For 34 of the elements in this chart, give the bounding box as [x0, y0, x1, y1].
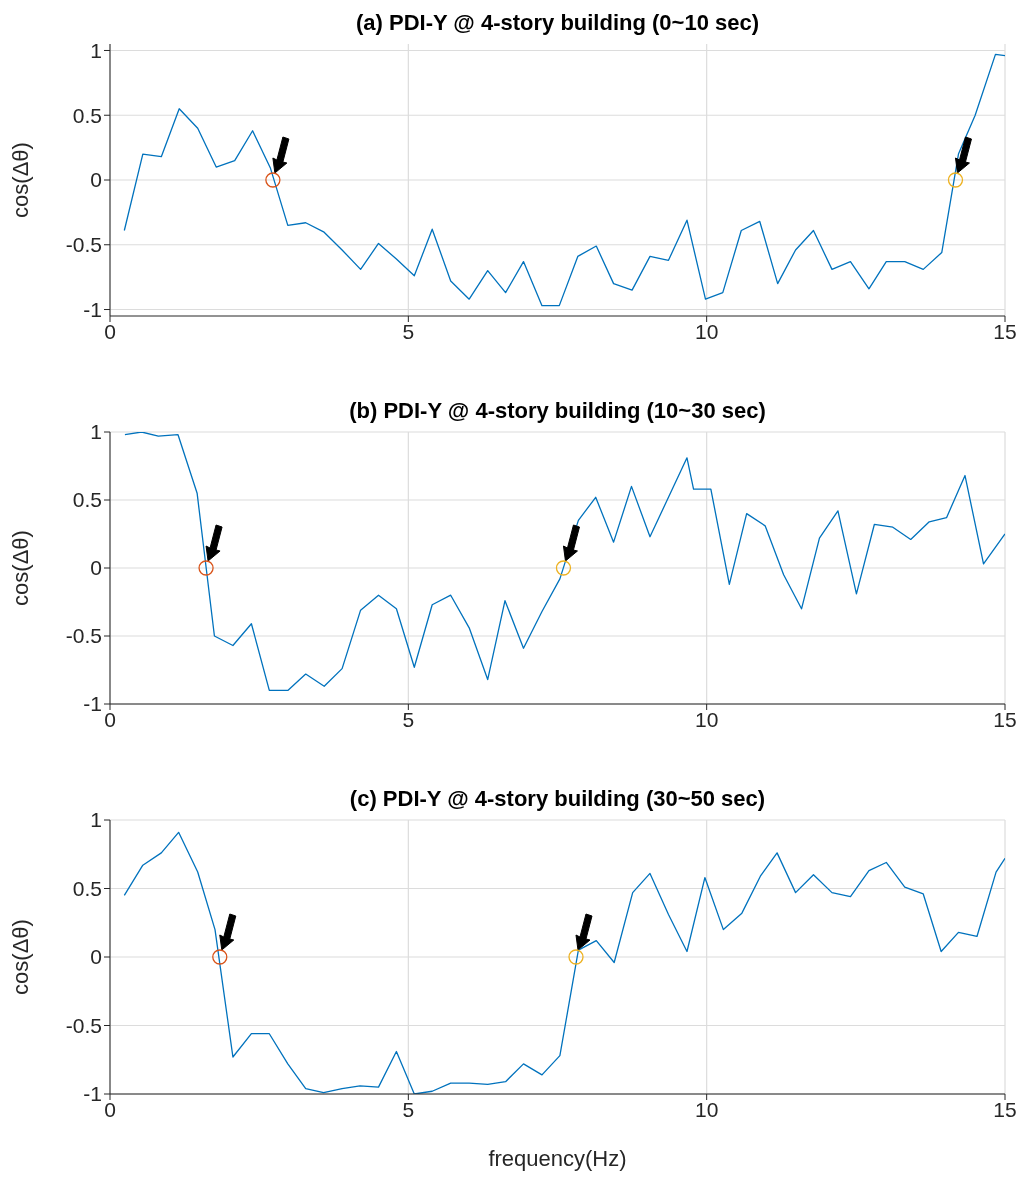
- y-axis-title: cos(Δθ): [7, 142, 33, 218]
- y-tick-label: -1: [83, 1082, 102, 1106]
- y-tick-label: 0.5: [72, 876, 102, 900]
- y-tick-label: 1: [90, 420, 102, 444]
- y-axis-title: cos(Δθ): [7, 919, 33, 995]
- line-series: [124, 432, 1005, 692]
- x-tick-label: 5: [402, 319, 415, 343]
- y-tick-label: 1: [90, 808, 102, 832]
- x-tick-label: 10: [694, 319, 719, 343]
- y-tick-label: 0.5: [72, 488, 102, 512]
- x-tick-label: 15: [993, 1097, 1017, 1121]
- chart-title: (a) PDI-Y @ 4-story building (0~10 sec): [354, 10, 761, 36]
- chart-title: (c) PDI-Y @ 4-story building (30~50 sec): [348, 786, 767, 812]
- y-tick-label: -1: [83, 297, 102, 321]
- y-tick-label: 0: [90, 556, 102, 580]
- y-axis-title: cos(Δθ): [7, 530, 33, 606]
- line-series: [123, 831, 1005, 1094]
- y-tick-label: -0.5: [65, 233, 102, 257]
- y-tick-label: 0: [90, 168, 102, 192]
- y-tick-label: 0.5: [72, 103, 102, 127]
- x-tick-label: 15: [993, 319, 1017, 343]
- chart-title: (b) PDI-Y @ 4-story building (10~30 sec): [348, 398, 767, 424]
- x-tick-label: 15: [993, 707, 1017, 731]
- y-tick-label: 1: [90, 38, 102, 62]
- y-tick-label: 0: [90, 945, 102, 969]
- y-tick-label: -0.5: [65, 624, 102, 648]
- x-axis-title: frequency(Hz): [488, 1146, 627, 1171]
- x-tick-label: 10: [694, 707, 719, 731]
- y-tick-label: -0.5: [65, 1013, 102, 1037]
- y-tick-label: -1: [83, 692, 102, 716]
- x-tick-label: 5: [402, 707, 415, 731]
- line-series: [123, 53, 1005, 307]
- x-tick-label: 5: [402, 1097, 415, 1121]
- x-tick-label: 10: [694, 1097, 719, 1121]
